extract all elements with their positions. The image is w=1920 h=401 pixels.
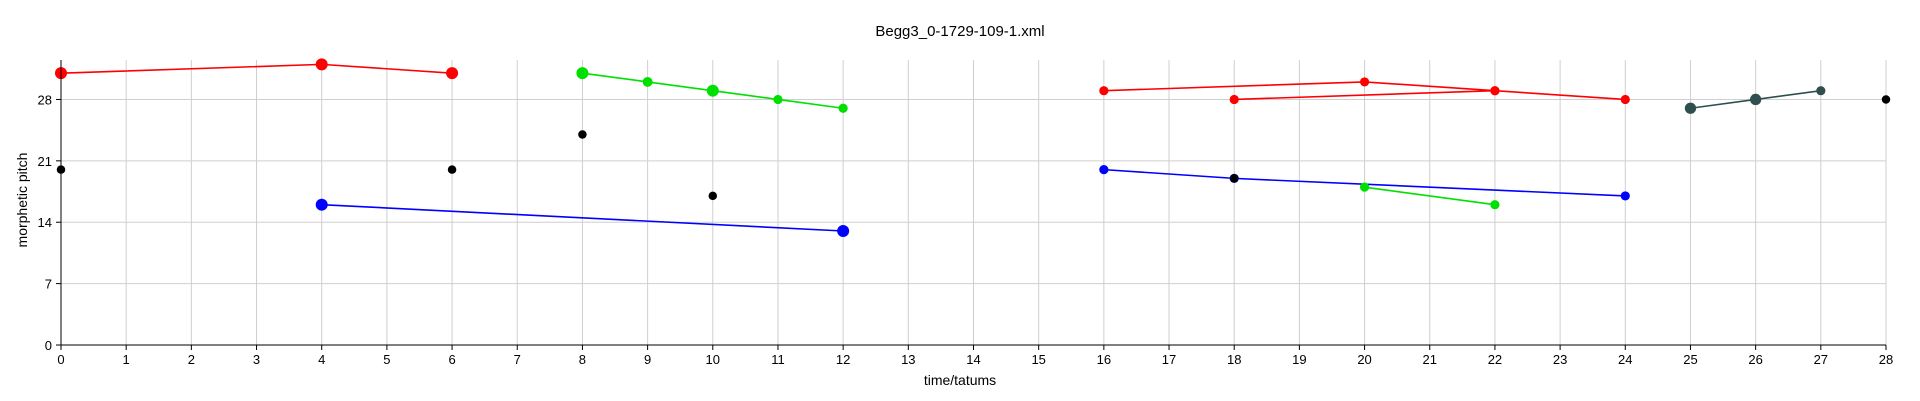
x-tick-label: 0 (57, 352, 64, 367)
data-point (706, 84, 719, 97)
data-point (1099, 165, 1109, 175)
data-point (1620, 191, 1630, 201)
data-point (1490, 86, 1500, 96)
x-tick-label: 27 (1814, 352, 1828, 367)
data-point (447, 165, 457, 174)
x-tick-label: 9 (644, 352, 651, 367)
x-tick-label: 24 (1618, 352, 1632, 367)
x-tick-label: 8 (579, 352, 586, 367)
x-axis-label: time/tatums (924, 372, 996, 388)
x-tick-label: 4 (318, 352, 325, 367)
data-point (1229, 174, 1239, 183)
x-tick-label: 14 (966, 352, 980, 367)
x-tick-label: 6 (448, 352, 455, 367)
y-tick-label: 7 (45, 277, 52, 292)
y-tick-label: 14 (38, 215, 52, 230)
data-point (576, 67, 589, 80)
grid (60, 60, 1887, 346)
data-point (1229, 94, 1239, 105)
data-point (1881, 95, 1891, 104)
data-point (315, 58, 328, 71)
data-point (1816, 86, 1826, 96)
data-point (1620, 94, 1630, 105)
x-tick-label: 3 (253, 352, 260, 367)
data-point (1359, 77, 1370, 87)
series-group (56, 95, 1891, 201)
x-tick-label: 5 (383, 352, 390, 367)
data-point (838, 103, 848, 113)
x-tick-label: 12 (836, 352, 850, 367)
y-tick-label: 28 (38, 92, 52, 107)
x-tick-label: 15 (1031, 352, 1045, 367)
axes: 0 1 2 3 4 5 6 7 8 9 10 11 12 13 14 15 16 17 18 19 20 21 22 23 24… (38, 60, 1893, 367)
x-tick-label: 1 (123, 352, 130, 367)
y-tick-label: 21 (38, 154, 52, 169)
y-axis-label: morphetic pitch (14, 153, 30, 248)
x-tick-label: 11 (771, 352, 785, 367)
data-point (578, 130, 587, 139)
y-tick-label: 0 (45, 338, 52, 353)
x-tick-label: 10 (706, 352, 720, 367)
x-tick-label: 16 (1097, 352, 1111, 367)
x-tick-label: 26 (1748, 352, 1762, 367)
x-tick-label: 25 (1683, 352, 1697, 367)
x-tick-label: 23 (1553, 352, 1567, 367)
series-group (1359, 182, 1500, 210)
series-group (576, 67, 848, 113)
series-line (1234, 89, 1495, 101)
x-tick-label: 2 (188, 352, 195, 367)
series-line (321, 203, 844, 232)
x-tick-label: 22 (1488, 352, 1502, 367)
series-line (1364, 186, 1496, 206)
x-tick-label: 17 (1162, 352, 1176, 367)
data-point (773, 94, 783, 105)
data-point (1359, 182, 1370, 192)
x-tick-label: 18 (1227, 352, 1241, 367)
data-point (837, 225, 850, 237)
x-tick-label: 20 (1357, 352, 1371, 367)
series-group (1229, 86, 1500, 105)
data-point (642, 76, 653, 87)
x-tick-label: 28 (1879, 352, 1893, 367)
data-point (708, 191, 718, 201)
x-tick-label: 13 (901, 352, 915, 367)
data-point (1749, 93, 1762, 106)
series-line (1103, 81, 1626, 101)
series-group (55, 58, 459, 80)
data-point (1684, 102, 1697, 114)
chart-title: Begg3_0-1729-109-1.xml (875, 23, 1044, 40)
x-tick-label: 7 (514, 352, 521, 367)
x-tick-label: 19 (1292, 352, 1306, 367)
series-group (315, 198, 850, 237)
data-point (1490, 200, 1500, 210)
data-point (315, 198, 328, 211)
series-layer (55, 58, 1891, 237)
series-group (1684, 86, 1826, 114)
data-point (1099, 86, 1109, 96)
data-point (446, 67, 459, 80)
x-tick-label: 21 (1423, 352, 1437, 367)
